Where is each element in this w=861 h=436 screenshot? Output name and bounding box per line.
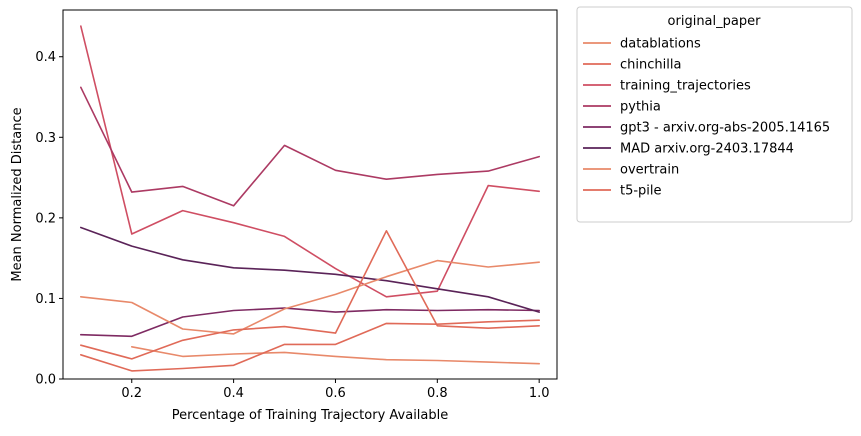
series-line-4: [80, 307, 540, 338]
y-tick-label: 0.0: [35, 373, 56, 388]
y-tick-label: 0.4: [35, 50, 56, 65]
x-tick-label: 0.6: [325, 386, 346, 401]
x-tick-label: 0.4: [223, 386, 244, 401]
y-tick-label: 0.2: [35, 211, 56, 226]
series-line-6: [80, 259, 540, 335]
series-line-5: [80, 226, 540, 313]
y-tick-label: 0.3: [35, 131, 56, 146]
series-lines: [80, 25, 540, 372]
legend-label-1: chinchilla: [620, 58, 681, 73]
x-tick-label: 1.0: [529, 386, 550, 401]
series-line-0: [131, 346, 540, 365]
plot-frame: [62, 9, 558, 380]
y-axis-label: Mean Normalized Distance: [10, 107, 25, 281]
series-line-3: [80, 86, 540, 207]
x-tick-label: 0.8: [427, 386, 448, 401]
y-tick-label: 0.1: [35, 292, 56, 307]
x-axis-label: Percentage of Training Trajectory Availa…: [172, 408, 449, 423]
x-axis: 0.2 0.4 0.6 0.8 1.0: [121, 379, 550, 401]
legend-label-2: training_trajectories: [620, 79, 751, 94]
legend-title: original_paper: [668, 14, 762, 29]
legend-label-3: pythia: [620, 100, 661, 115]
legend-label-4: gpt3 - arxiv.org-abs-2005.14165: [620, 121, 830, 136]
legend-entries: datablations chinchilla training_trajector…: [583, 37, 830, 199]
legend-label-7: t5-pile: [620, 184, 662, 199]
legend: original_paper datablations chinchilla tra…: [576, 6, 853, 223]
legend-box: [576, 6, 853, 223]
legend-label-0: datablations: [620, 37, 701, 52]
legend-label-5: MAD arxiv.org-2403.17844: [620, 142, 794, 157]
series-line-7: [80, 230, 540, 360]
y-axis: 0.0 0.1 0.2 0.3 0.4: [35, 50, 63, 388]
legend-label-6: overtrain: [620, 163, 679, 178]
series-line-1: [80, 319, 540, 372]
x-tick-label: 0.2: [121, 386, 142, 401]
series-line-2: [80, 25, 540, 298]
